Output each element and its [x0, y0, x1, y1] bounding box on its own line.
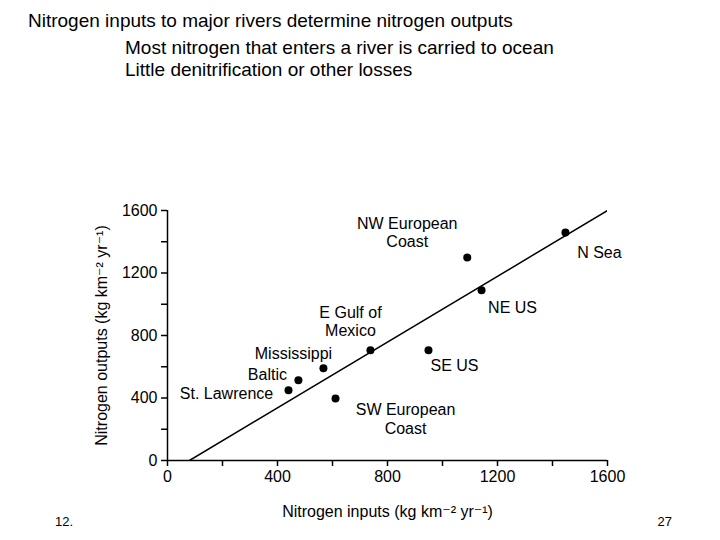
html-text:12.: 12.: [55, 514, 74, 529]
svg-text:0: 0: [149, 452, 158, 469]
svg-text:E Gulf ofMexico: E Gulf ofMexico: [319, 304, 382, 339]
html-text:27: 27: [657, 514, 672, 529]
svg-text:Nitrogen inputs (kg km⁻² yr⁻¹): Nitrogen inputs (kg km⁻² yr⁻¹): [282, 503, 493, 520]
svg-text:Nitrogen outputs (kg km⁻² yr⁻¹: Nitrogen outputs (kg km⁻² yr⁻¹): [93, 225, 110, 446]
svg-text:0: 0: [163, 468, 172, 485]
svg-text:1200: 1200: [122, 264, 158, 281]
svg-text:SW EuropeanCoast: SW EuropeanCoast: [356, 401, 456, 436]
svg-text:Baltic: Baltic: [248, 366, 287, 383]
svg-text:St. Lawrence: St. Lawrence: [180, 385, 273, 402]
svg-text:400: 400: [131, 389, 158, 406]
svg-text:1600: 1600: [122, 202, 158, 219]
html-text:Nitrogen inputs to major river: Nitrogen inputs to major rivers determin…: [28, 10, 513, 31]
svg-text:SE US: SE US: [430, 357, 478, 374]
svg-text:400: 400: [264, 468, 291, 485]
svg-text:N Sea: N Sea: [577, 244, 622, 261]
svg-text:800: 800: [374, 468, 401, 485]
svg-text:800: 800: [131, 327, 158, 344]
html-text:Little denitrification or othe: Little denitrification or other losses: [125, 59, 413, 80]
html-text:Most nitrogen that enters a ri: Most nitrogen that enters a river is car…: [125, 37, 554, 58]
svg-text:Mississippi: Mississippi: [255, 345, 332, 362]
svg-text:1200: 1200: [480, 468, 516, 485]
svg-text:1600: 1600: [590, 468, 626, 485]
svg-text:NW EuropeanCoast: NW EuropeanCoast: [357, 215, 458, 250]
svg-text:NE US: NE US: [488, 299, 537, 316]
